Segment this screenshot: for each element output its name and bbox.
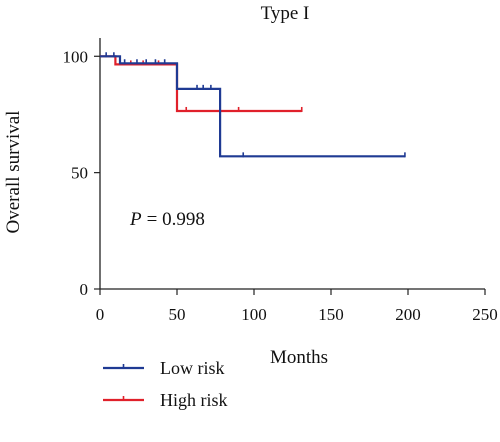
x-tick-label: 150: [318, 305, 344, 324]
series-high-risk: [100, 55, 303, 113]
y-tick-label: 0: [80, 280, 89, 299]
y-ticks: 0 50 100: [63, 47, 100, 299]
legend-item-low-risk: Low risk: [103, 358, 225, 378]
x-tick-label: 0: [96, 305, 105, 324]
y-tick-label: 100: [63, 47, 89, 66]
series-layer: [100, 52, 406, 158]
x-ticks: 0 50 100 150 200 250: [96, 289, 498, 324]
y-axis-label: Overall survival: [3, 111, 24, 234]
x-tick-label: 250: [472, 305, 498, 324]
legend-label-low-risk: Low risk: [160, 358, 225, 378]
x-axis-label: Months: [270, 347, 328, 368]
series-line-low-risk: [100, 55, 405, 158]
legend-item-high-risk: High risk: [103, 390, 228, 410]
x-tick-label: 100: [241, 305, 267, 324]
legend-label-high-risk: High risk: [160, 390, 228, 410]
x-tick-label: 50: [169, 305, 186, 324]
x-tick-label: 200: [395, 305, 421, 324]
axes: [99, 38, 485, 290]
series-low-risk: [100, 52, 406, 158]
p-value-symbol: P: [129, 209, 142, 230]
y-tick-label: 50: [71, 164, 88, 183]
p-value-annotation: P = 0.998: [129, 209, 205, 230]
chart-title: Type I: [261, 3, 310, 24]
p-value-number: = 0.998: [147, 209, 205, 230]
legend: Low risk High risk: [103, 358, 228, 410]
